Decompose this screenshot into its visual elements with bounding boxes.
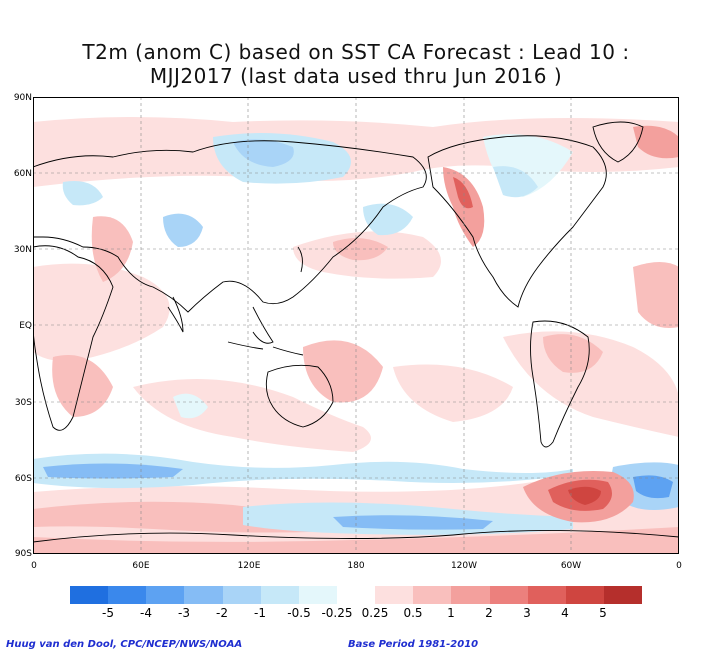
colorbar-label: -2 <box>216 606 228 620</box>
colorbar-swatch <box>527 586 566 604</box>
colorbar-swatch <box>222 586 261 604</box>
lon-label-120w: 120W <box>450 561 478 571</box>
colorbar-label: 5 <box>599 606 607 620</box>
lon-label-180: 180 <box>347 561 365 571</box>
cool-region <box>633 475 673 499</box>
colorbar-label: -0.25 <box>321 606 353 620</box>
lon-label-120e: 120E <box>237 561 261 571</box>
lon-label-0-left: 0 <box>31 561 37 571</box>
lon-label-0-right: 0 <box>676 561 682 571</box>
cool-region <box>62 181 103 206</box>
warm-region <box>503 331 679 437</box>
colorbar-label: 2 <box>485 606 493 620</box>
colorbar-swatch <box>146 586 185 604</box>
cool-region <box>163 213 203 247</box>
warm-region <box>443 167 485 247</box>
colorbar-swatch <box>184 586 223 604</box>
colorbar-label: 3 <box>523 606 531 620</box>
base-period-note: Base Period 1981-2010 <box>348 639 479 650</box>
cool-region <box>363 203 413 236</box>
lat-label-30s: 30S <box>14 398 32 408</box>
warm-region <box>453 177 473 209</box>
warm-region <box>33 527 679 554</box>
lat-label-30n: 30N <box>13 245 32 255</box>
colorbar-label: -4 <box>140 606 152 620</box>
colorbar-swatch <box>108 586 147 604</box>
cool-region <box>43 463 183 479</box>
colorbar-label: 0.5 <box>403 606 423 620</box>
cool-region <box>493 166 538 198</box>
colorbar-swatch <box>565 586 604 604</box>
warm-region <box>303 340 383 403</box>
map-title-line1: T2m (anom C) based on SST CA Forecast : … <box>82 40 630 64</box>
cool-region <box>333 515 493 530</box>
colorbar-swatch <box>70 586 109 604</box>
lat-label-60n: 60N <box>13 169 32 179</box>
colorbar-swatch <box>603 586 643 604</box>
colorbar-label: -3 <box>178 606 190 620</box>
lat-label-60s: 60S <box>14 474 32 484</box>
map-frame <box>33 97 679 554</box>
colorbar-label: 1 <box>447 606 455 620</box>
lon-label-60w: 60W <box>560 561 582 571</box>
colorbar-label: -5 <box>102 606 114 620</box>
grid-lines <box>33 97 679 554</box>
warm-region <box>633 262 679 328</box>
colorbar-swatch <box>375 586 414 604</box>
warm-region <box>52 355 113 417</box>
cool-region <box>173 393 208 419</box>
lat-label-eq: EQ <box>19 321 32 331</box>
lat-label-90s: 90S <box>14 549 32 559</box>
lon-label-60e: 60E <box>132 561 150 571</box>
warm-region <box>333 238 388 261</box>
coastlines <box>33 121 679 543</box>
colorbar-swatch <box>298 586 337 604</box>
warm-region <box>633 125 679 159</box>
colorbar-label: -0.5 <box>287 606 311 620</box>
colorbar-label: -1 <box>254 606 266 620</box>
lat-label-90n: 90N <box>13 93 32 103</box>
colorbar-swatch <box>260 586 299 604</box>
warm-region <box>568 486 601 505</box>
colorbar-label: 4 <box>561 606 569 620</box>
colorbar-swatch <box>413 586 452 604</box>
warm-region <box>393 364 513 422</box>
colorbar-label: 0.25 <box>361 606 389 620</box>
colorbar-swatch <box>489 586 528 604</box>
colorbar-swatch <box>451 586 490 604</box>
colorbar <box>70 586 643 604</box>
author-credit: Huug van den Dool, CPC/NCEP/NWS/NOAA <box>6 639 243 650</box>
warm-region <box>33 263 170 361</box>
map-title-line2: MJJ2017 (last data used thru Jun 2016 ) <box>149 64 563 88</box>
anomaly-map <box>33 97 679 554</box>
colorbar-swatch <box>336 586 376 604</box>
cool-region <box>33 453 573 489</box>
